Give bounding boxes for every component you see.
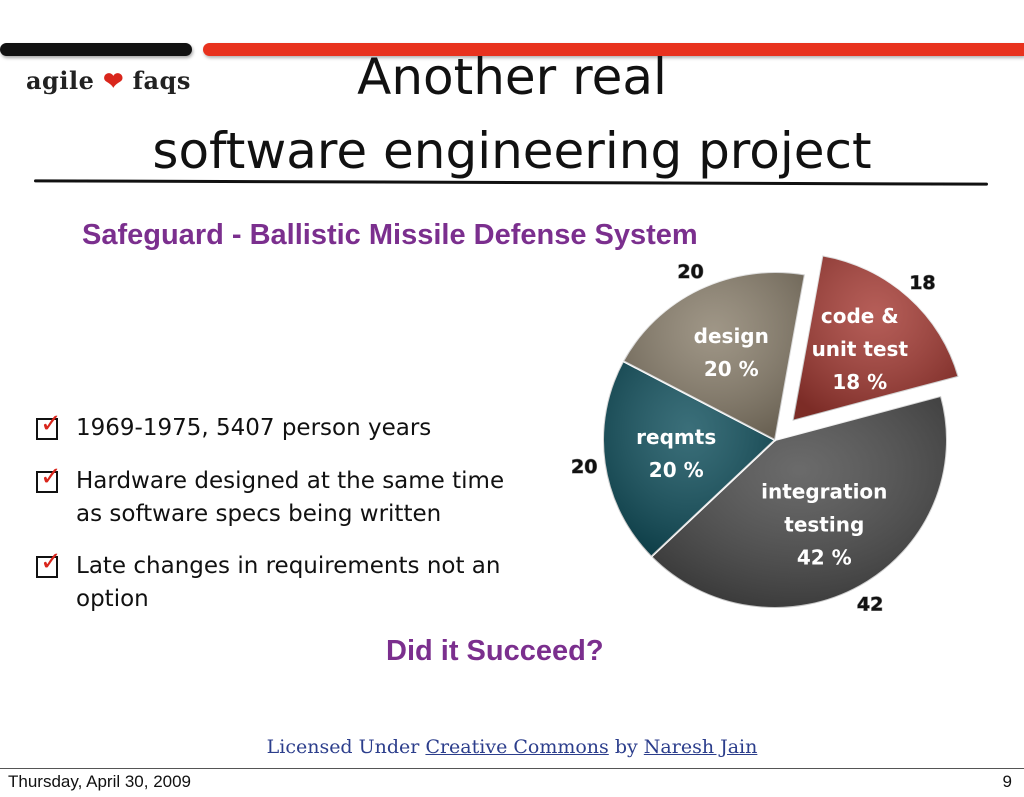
pie-value-label: 20 [571,456,597,478]
footer-date: Thursday, April 30, 2009 [8,772,192,791]
page-number: 9 [1002,772,1012,791]
pie-value-label: 42 [857,594,883,616]
question-text: Did it Succeed? [386,635,604,667]
bullet-text: Late changes in requirements not an opti… [76,553,501,612]
checkbox-icon: ✓ [36,409,62,440]
pie-slice-label: reqmts [636,425,716,449]
license-line: Licensed Under Creative Commons by Nares… [0,736,1024,758]
pie-slice-label: 18 % [832,370,887,394]
checkbox-icon: ✓ [36,462,62,493]
license-by: by [614,736,638,758]
logo-text-left: agile [26,66,95,95]
creative-commons-link[interactable]: Creative Commons [425,736,609,758]
pie-slice-shading [623,272,805,440]
slide-title-line1: Another real [357,48,667,106]
slide-title-line2: software engineering project [152,122,872,180]
pie-slice-shading [792,255,959,421]
author-link[interactable]: Naresh Jain [643,736,758,758]
pie-slice-label: 20 % [649,458,704,482]
pie-slice-label: 20 % [704,357,759,381]
header-bar-dark [0,43,192,56]
pie-value-label: 18 [909,272,935,294]
logo-text-right: faqs [132,66,191,95]
chart-subtitle: Safeguard - Ballistic Missile Defense Sy… [82,219,698,251]
pie-slice-label: code & [821,304,899,328]
license-prefix: Licensed Under [266,736,420,758]
agile-faqs-logo: agile ❤ faqs [26,66,191,95]
pie-slice-label: 42 % [797,546,852,570]
bullet-text: 1969-1975, 5407 person years [76,415,432,441]
heart-icon: ❤ [103,66,124,95]
pie-slice-label: testing [784,513,864,537]
pie-slice-shading [602,361,775,557]
pie-slice-shading [651,395,948,608]
header-bar-red [203,43,1024,56]
checkbox-icon: ✓ [36,547,62,578]
pie-slice-label: design [694,324,769,348]
footer-divider [0,768,1024,769]
pie-slice-label: integration [761,480,887,504]
pie-slice-label: unit test [812,337,909,361]
pie-value-label: 20 [677,261,703,283]
bullet-text: Hardware designed at the same time as so… [76,468,505,527]
